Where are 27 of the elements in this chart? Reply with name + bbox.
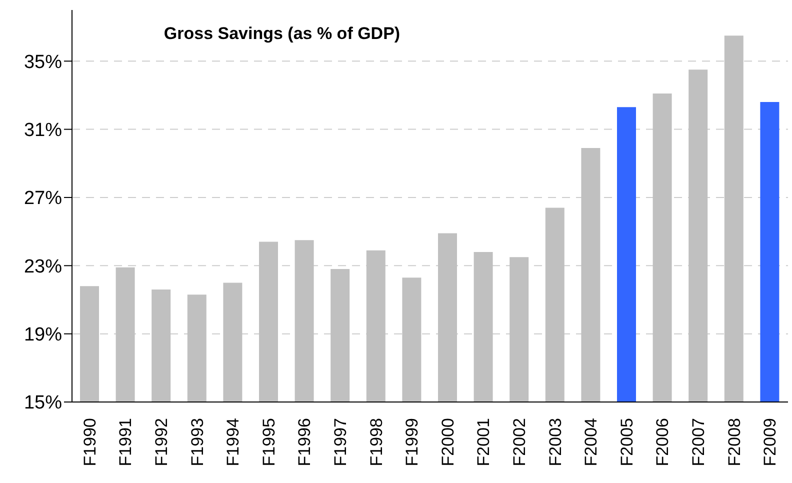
x-tick-label: F2000 [438, 418, 458, 466]
text: Gross Savings (as % of GDP) [162, 24, 402, 44]
x-tick-label: F1992 [152, 418, 171, 466]
y-tick-label: 19% [24, 324, 62, 346]
x-tick-label: F2002 [510, 418, 529, 466]
x-tick-label: F1996 [295, 418, 314, 466]
x-tick-label: F1997 [331, 418, 350, 466]
x-tick-label: F1993 [188, 418, 207, 466]
x-tick-label: F1999 [402, 418, 422, 466]
x-tick-label: F2005 [617, 418, 636, 466]
x-tick-label: F2008 [724, 418, 744, 466]
x-tick-label: F2003 [546, 418, 565, 466]
y-tick-label: 23% [24, 256, 62, 278]
x-tick-label: F2007 [689, 418, 708, 466]
x-tick-label: F1994 [224, 418, 243, 466]
y-tick-label: 35% [24, 52, 62, 73]
x-tick-label: F1995 [259, 418, 278, 466]
x-tick-label: F1990 [80, 418, 100, 466]
x-tick-label: F1998 [366, 418, 386, 466]
x-tick-label: F2006 [653, 418, 672, 466]
x-tick-label: F2001 [474, 418, 494, 466]
y-tick-label: 31% [24, 120, 62, 142]
x-tick-label: F2004 [582, 418, 601, 466]
y-tick-label: 15% [24, 392, 62, 414]
y-tick-label: 27% [24, 188, 62, 210]
x-tick-label: F2009 [760, 418, 780, 466]
x-tick-label: F1991 [116, 418, 136, 466]
